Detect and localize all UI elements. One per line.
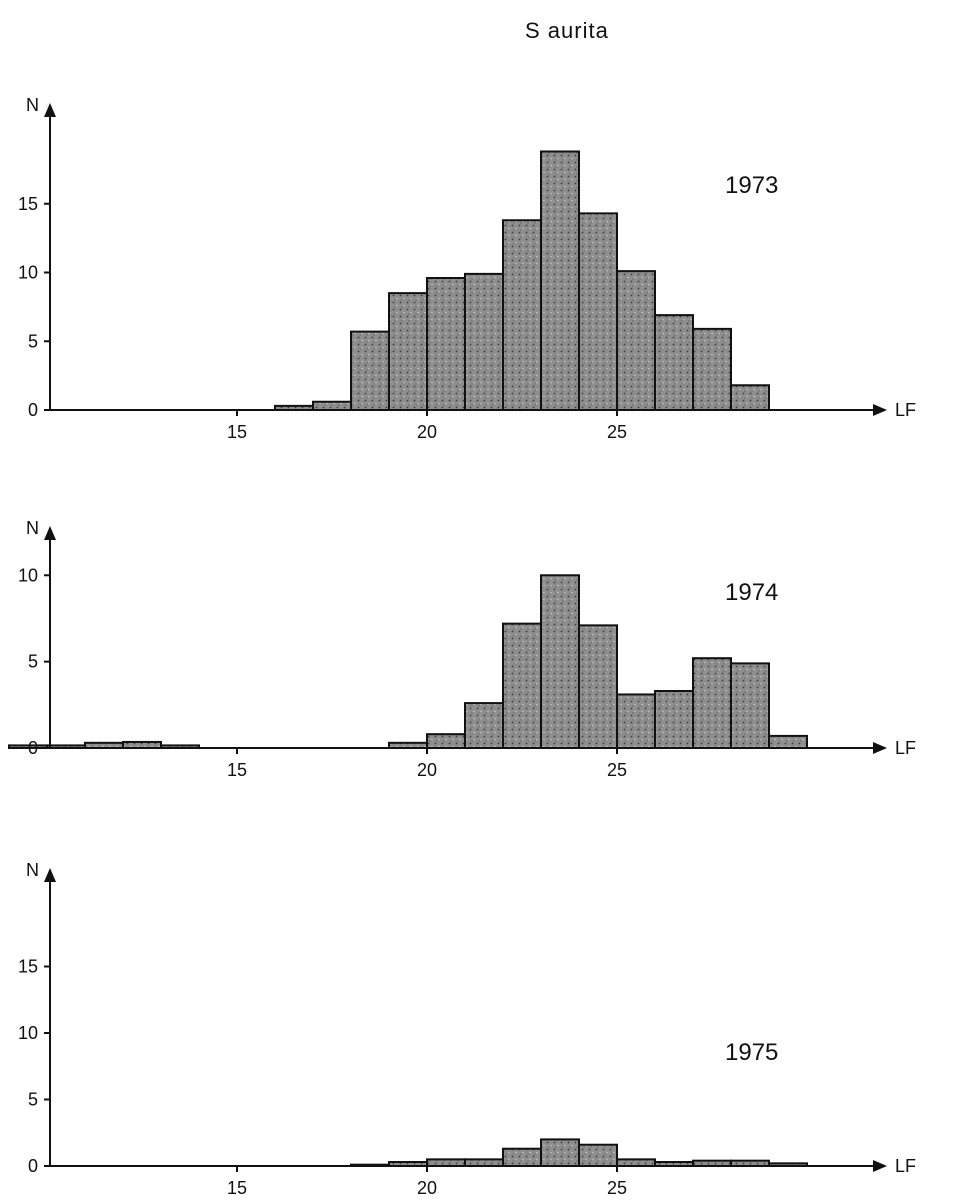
bar-1973-lf-18 [350, 330, 390, 411]
y-axis-label: N [26, 518, 39, 538]
bar-1973-lf-22 [502, 219, 542, 411]
panel-1973: N LF 0 5 10 15 15 20 25 1973 [18, 95, 916, 442]
x-tick-label: 20 [417, 1178, 437, 1198]
y-tick-label: 0 [28, 738, 38, 758]
bar-1974-lf-21 [464, 702, 504, 749]
bar-1974-lf-27 [692, 657, 732, 750]
bar-1975-lf-23 [540, 1138, 580, 1168]
bar-1973-lf-24 [578, 212, 618, 411]
bar-1975-lf-24 [578, 1143, 618, 1167]
bar-1974-lf-20 [426, 733, 466, 750]
bar-1974-lf-26 [654, 690, 694, 749]
bar-1973-lf-23 [540, 150, 580, 411]
y-tick-label: 5 [28, 1090, 38, 1110]
x-tick-label: 15 [227, 760, 247, 780]
y-tick-label: 10 [18, 1023, 38, 1043]
y-tick-label: 0 [28, 400, 38, 420]
x-axis-label: LF [895, 738, 916, 758]
bar-1974-lf-24 [578, 624, 618, 750]
y-tick-label: 15 [18, 194, 38, 214]
bar-1973-lf-27 [692, 327, 732, 411]
bar-1973-lf-25 [616, 270, 656, 411]
panel-year-label: 1975 [725, 1039, 778, 1066]
x-tick-label: 25 [607, 1178, 627, 1198]
bar-1973-lf-20 [426, 277, 466, 411]
bar-1974-lf-25 [616, 693, 656, 749]
panel-1975: N LF 0 5 10 15 15 20 25 1975 [18, 860, 916, 1198]
bar-1974-lf-22 [502, 622, 542, 749]
bar-1973-lf-17 [312, 400, 352, 411]
y-tick-label: 10 [18, 263, 38, 283]
figure-title: S aurita [525, 18, 609, 43]
x-tick-label: 25 [607, 422, 627, 442]
bar-1973-lf-19 [388, 292, 428, 411]
x-tick-label: 15 [227, 422, 247, 442]
x-tick-label: 20 [417, 422, 437, 442]
bar-1973-lf-21 [464, 272, 504, 411]
y-tick-label: 5 [28, 652, 38, 672]
y-tick-label: 5 [28, 331, 38, 351]
bar-1975-lf-22 [502, 1147, 542, 1167]
y-tick-label: 15 [18, 957, 38, 977]
bar-1974-lf-29 [768, 734, 808, 750]
y-axis-label: N [26, 860, 39, 880]
panel-1974: N LF 0 5 10 15 20 25 1974 [8, 518, 916, 780]
bar-1974-lf-23 [540, 574, 580, 749]
y-axis-label: N [26, 95, 39, 115]
x-tick-label: 15 [227, 1178, 247, 1198]
bar-1973-lf-26 [654, 314, 694, 411]
x-axis-label: LF [895, 400, 916, 420]
bar-1974-lf-28 [730, 662, 770, 750]
panel-year-label: 1974 [725, 579, 778, 606]
panel-year-label: 1973 [725, 172, 778, 199]
y-tick-label: 0 [28, 1156, 38, 1176]
bar-1973-lf-28 [730, 384, 770, 411]
x-tick-label: 25 [607, 760, 627, 780]
y-tick-label: 10 [18, 565, 38, 585]
x-tick-label: 20 [417, 760, 437, 780]
x-axis-label: LF [895, 1156, 916, 1176]
